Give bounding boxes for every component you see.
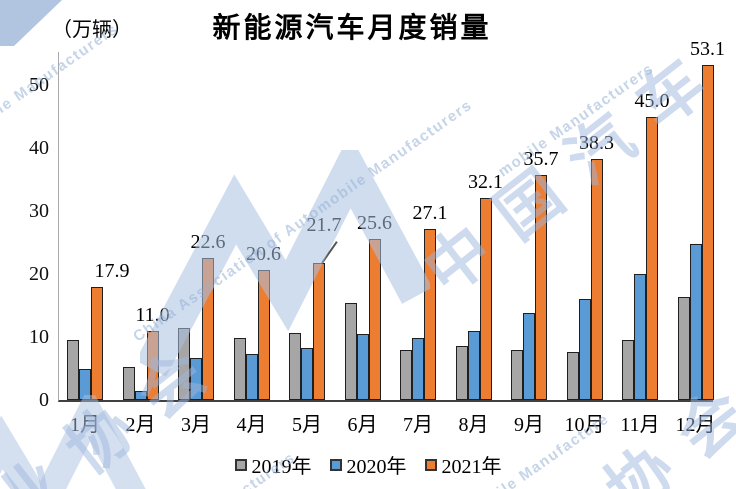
legend-item-2019年: 2019年: [234, 450, 312, 479]
bar-2021年-6月: [368, 238, 381, 400]
bar-2020年-8月: [467, 331, 480, 400]
bar-2020年-3月: [190, 358, 202, 400]
x-axis-label-4月: 4月: [236, 414, 267, 436]
value-label-3月: 22.6: [190, 230, 226, 253]
y-axis-tick-0: 0: [39, 389, 49, 411]
bar-2020年-1月: [79, 368, 91, 400]
bar-2021年-11月: [646, 116, 658, 400]
x-axis-label-11月: 11月: [620, 414, 660, 436]
legend-swatch-icon: [424, 458, 437, 471]
value-label-12月: 53.1: [690, 38, 725, 61]
bar-2021年-12月: [701, 65, 714, 400]
bar-2019年-8月: [455, 345, 468, 400]
bar-2019年-6月: [344, 302, 357, 400]
value-label-5月: 21.7: [306, 214, 342, 237]
legend-swatch-icon: [329, 458, 342, 471]
value-label-leader-line: [321, 241, 338, 264]
value-label-9月: 35.7: [523, 148, 559, 171]
value-label-8月: 32.1: [468, 170, 503, 193]
bar-2019年-1月: [67, 339, 79, 400]
legend: 2019年 2020年 2021年: [0, 450, 736, 479]
bar-2021年-7月: [424, 229, 436, 400]
chart-title: 新能源汽车月度销量: [212, 12, 492, 43]
x-axis-label-3月: 3月: [181, 414, 211, 436]
bar-2020年-9月: [523, 313, 535, 400]
value-label-6月: 25.6: [357, 211, 392, 234]
y-axis-tick-10: 10: [29, 326, 49, 348]
value-label-1月: 17.9: [94, 260, 130, 283]
x-axis-label-6月: 6月: [347, 414, 378, 436]
bar-2020年-10月: [578, 299, 591, 400]
x-axis-label-7月: 7月: [403, 414, 433, 436]
value-label-11月: 45.0: [634, 89, 670, 112]
value-label-10月: 38.3: [579, 131, 614, 154]
bar-2021年-4月: [257, 270, 270, 400]
x-axis-label-5月: 5月: [292, 414, 322, 436]
bar-2019年-11月: [622, 340, 634, 400]
bar-2019年-9月: [511, 349, 523, 400]
legend-item-2020年: 2020年: [329, 450, 407, 479]
legend-label: 2019年: [251, 456, 312, 478]
bar-2019年-4月: [233, 337, 246, 400]
x-axis-label-8月: 8月: [458, 414, 489, 436]
bar-2020年-6月: [356, 334, 369, 400]
bar-2020年-2月: [134, 390, 147, 400]
x-axis-label-10月: 10月: [564, 414, 605, 436]
y-axis-tick-50: 50: [29, 74, 49, 96]
bar-2021年-10月: [590, 158, 603, 400]
bar-2021年-2月: [146, 330, 159, 400]
bar-2019年-12月: [677, 297, 690, 400]
bar-2020年-7月: [412, 338, 424, 400]
x-axis-label-1月: 1月: [70, 414, 100, 436]
bar-2019年-2月: [122, 366, 135, 400]
bar-2021年-5月: [313, 263, 325, 400]
bar-2020年-4月: [245, 354, 258, 400]
legend-item-2021年: 2021年: [424, 450, 502, 479]
x-axis-label-2月: 2月: [125, 414, 156, 436]
bar-2019年-10月: [566, 352, 579, 400]
x-axis-label-9月: 9月: [514, 414, 544, 436]
value-label-2月: 11.0: [135, 303, 170, 326]
y-axis-tick-20: 20: [29, 263, 49, 285]
bar-2019年-7月: [400, 349, 412, 400]
bar-2020年-5月: [301, 348, 313, 400]
bar-2020年-11月: [634, 274, 646, 400]
bar-2021年-8月: [479, 197, 492, 400]
legend-label: 2020年: [346, 456, 407, 478]
value-label-4月: 20.6: [246, 243, 281, 266]
y-axis-tick-30: 30: [29, 200, 49, 222]
plot-area: 0 10 20 30 40 50 1月 17.9 2月 11.0 3月 22.6 4月 20.6 5月 21.…: [29, 39, 725, 436]
bar-2021年-3月: [202, 257, 214, 400]
y-axis-unit-label: （万辆）: [52, 19, 132, 41]
bar-2021年-1月: [91, 287, 103, 400]
bar-2021年-9月: [535, 175, 547, 400]
bar-2019年-5月: [289, 333, 301, 400]
bar-2020年-12月: [689, 243, 702, 400]
legend-swatch-icon: [234, 458, 247, 471]
y-axis-tick-40: 40: [29, 137, 49, 159]
bar-2019年-3月: [178, 327, 190, 400]
x-axis-label-12月: 12月: [675, 414, 716, 436]
value-label-7月: 27.1: [412, 202, 448, 225]
legend-label: 2021年: [441, 456, 502, 478]
